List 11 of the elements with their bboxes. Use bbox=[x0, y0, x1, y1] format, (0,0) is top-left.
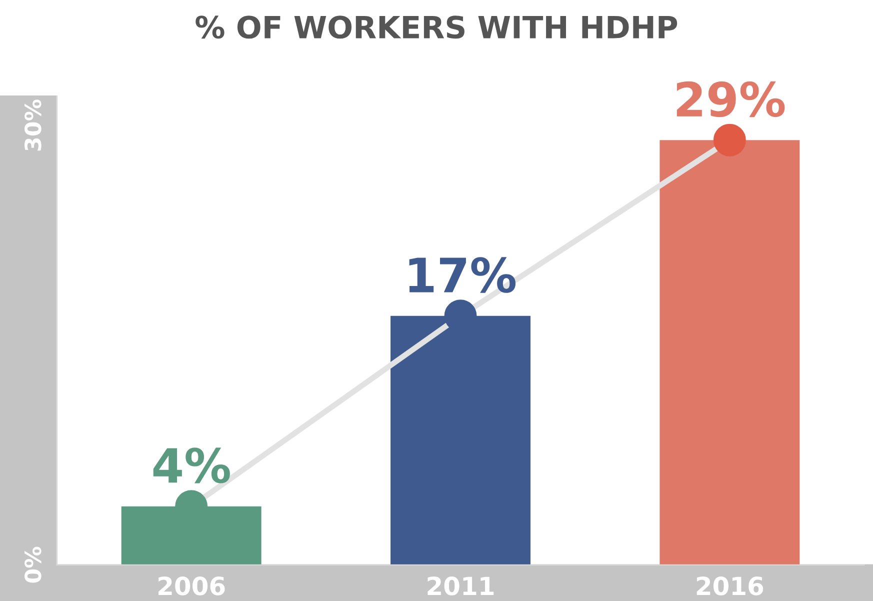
x-tick-label: 2006 bbox=[158, 576, 225, 596]
bar bbox=[660, 140, 800, 565]
data-label: 17% bbox=[409, 257, 516, 293]
y-tick-label: 0% bbox=[24, 546, 42, 583]
chart-title: % OF WORKERS WITH HDHP bbox=[196, 16, 678, 39]
point bbox=[713, 124, 746, 156]
data-label: 4% bbox=[153, 448, 230, 484]
y-tick-label: 30% bbox=[24, 100, 42, 151]
x-tick-label: 2011 bbox=[428, 576, 494, 596]
data-label: 29% bbox=[676, 81, 785, 118]
x-tick-label: 2016 bbox=[696, 576, 764, 596]
